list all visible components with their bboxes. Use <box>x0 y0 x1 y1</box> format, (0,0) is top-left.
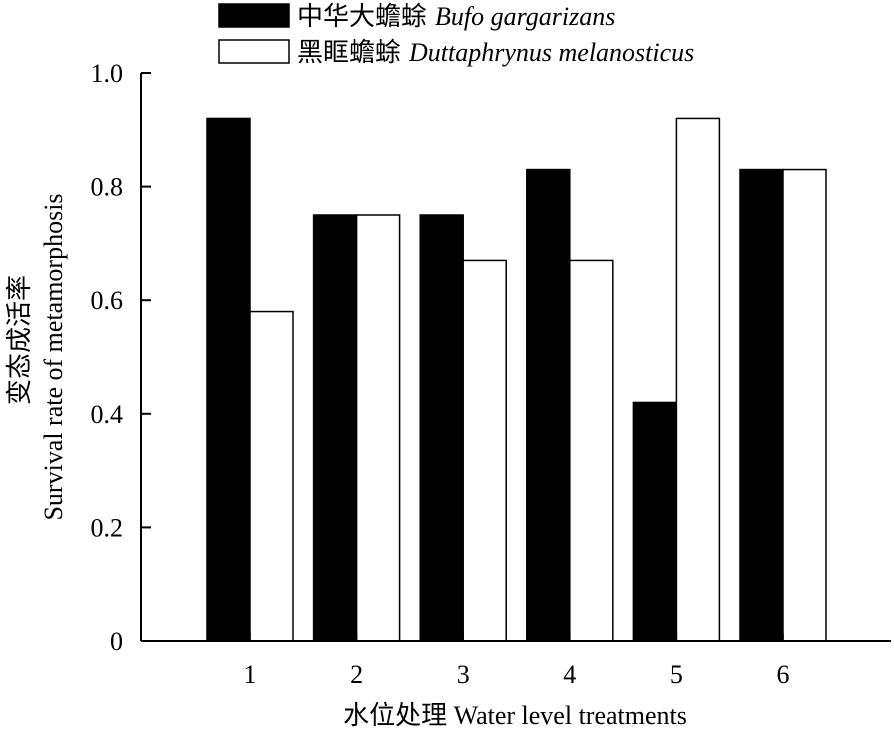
bars <box>206 117 827 642</box>
bar-series-1 <box>632 401 678 642</box>
legend-label-latin: Bufo gargarizans <box>435 2 615 31</box>
legend-label: 黑眶蟾蜍 Duttaphrynus melanosticus <box>297 38 694 67</box>
axes: 0 0.2 0.4 0.6 0.8 1.0 1 2 3 4 5 6 <box>91 59 891 689</box>
bar-series-1 <box>739 168 784 642</box>
x-tick-label: 4 <box>563 660 576 689</box>
x-tick-label: 3 <box>457 660 470 689</box>
y-axis-title-cn: 变态成活率 <box>5 275 34 405</box>
x-tick-label: 6 <box>777 660 790 689</box>
y-tick-label: 0.6 <box>91 286 124 315</box>
bar-series-1 <box>312 214 358 642</box>
bar-series-2 <box>355 214 401 642</box>
y-tick-label: 0.2 <box>91 513 124 542</box>
y-tick-label: 0 <box>110 627 123 656</box>
x-tick-label: 1 <box>244 660 257 689</box>
x-tick-label: 5 <box>670 660 683 689</box>
bar-series-2 <box>462 259 507 642</box>
x-tick-label: 2 <box>350 660 363 689</box>
bar-series-1 <box>526 168 571 642</box>
bar-series-1 <box>206 117 251 642</box>
y-tick-label: 0.8 <box>91 173 124 202</box>
bar-series-2 <box>569 259 614 642</box>
bar-series-2 <box>782 168 827 642</box>
legend-label-cn: 中华大蟾蜍 <box>297 2 427 31</box>
x-axis-title: 水位处理 Water level treatments <box>343 701 687 729</box>
legend-swatch <box>218 39 290 64</box>
y-tick-label: 0.4 <box>91 400 124 429</box>
legend-swatch <box>218 3 290 28</box>
legend-label-latin: Duttaphrynus melanosticus <box>408 38 694 67</box>
y-tick-label: 1.0 <box>91 59 124 88</box>
bar-series-1 <box>419 214 464 642</box>
bar-series-2 <box>249 310 294 642</box>
legend: 中华大蟾蜍 Bufo gargarizans 黑眶蟾蜍 Duttaphrynus me… <box>218 2 694 67</box>
legend-label-cn: 黑眶蟾蜍 <box>297 38 401 67</box>
y-axis-title-en: Survival rate of metamorphosis <box>39 193 68 520</box>
bar-series-2 <box>675 117 721 642</box>
legend-label: 中华大蟾蜍 Bufo gargarizans <box>297 2 615 31</box>
